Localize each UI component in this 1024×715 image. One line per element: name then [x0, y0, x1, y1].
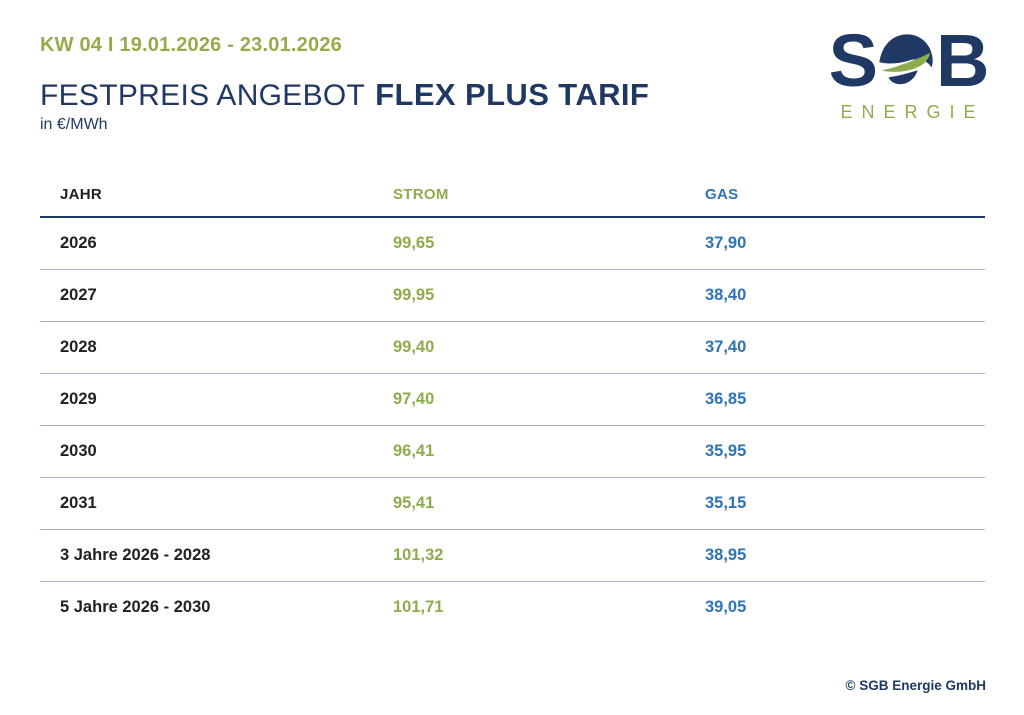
- company-logo: S B ENERGIE: [828, 19, 990, 123]
- cell-gas: 35,95: [705, 441, 747, 460]
- table-row: 2028 99,40 37,40: [40, 321, 985, 373]
- cell-strom: 96,41: [393, 441, 435, 460]
- table-row: 3 Jahre 2026 - 2028 101,32 38,95: [40, 529, 985, 581]
- logo-subtitle: ENERGIE: [840, 102, 985, 122]
- cell-strom: 101,32: [393, 545, 444, 564]
- cell-strom: 99,40: [393, 337, 435, 356]
- cell-strom: 97,40: [393, 389, 435, 408]
- page-title: FESTPREIS ANGEBOT FLEX PLUS TARIF: [40, 76, 649, 113]
- cell-gas: 37,40: [705, 337, 747, 356]
- copyright-label: © SGB Energie GmbH: [845, 678, 986, 693]
- logo-letter-b: B: [935, 19, 989, 102]
- table-row: 2027 99,95 38,40: [40, 269, 985, 321]
- cell-jahr: 2027: [60, 285, 97, 304]
- unit-label: in €/MWh: [40, 116, 108, 133]
- cell-strom: 95,41: [393, 493, 435, 512]
- table-row: 2026 99,65 37,90: [40, 217, 985, 269]
- column-header-gas: GAS: [705, 185, 739, 203]
- column-header-strom: STROM: [393, 185, 449, 203]
- cell-gas: 36,85: [705, 389, 747, 408]
- cell-strom: 101,71: [393, 597, 444, 616]
- cell-jahr: 2029: [60, 389, 97, 408]
- cell-jahr: 2028: [60, 337, 97, 356]
- logo-letter-s: S: [828, 19, 878, 102]
- table-row: 2031 95,41 35,15: [40, 477, 985, 529]
- column-header-jahr: JAHR: [60, 185, 103, 203]
- table-row: 5 Jahre 2026 - 2030 101,71 39,05: [40, 581, 985, 633]
- week-range-label: KW 04 I 19.01.2026 - 23.01.2026: [40, 34, 342, 56]
- cell-jahr: 2026: [60, 233, 97, 252]
- price-table: JAHR STROM GAS 2026 99,65 37,90 2027 99,95 38…: [40, 172, 985, 633]
- cell-gas: 35,15: [705, 493, 747, 512]
- logo-globe-icon: [879, 34, 933, 85]
- cell-jahr: 2031: [60, 493, 97, 512]
- cell-gas: 38,40: [705, 285, 747, 304]
- title-regular-part: FESTPREIS ANGEBOT: [40, 79, 366, 112]
- logo-wordmark: S B: [828, 19, 990, 102]
- cell-gas: 39,05: [705, 597, 747, 616]
- cell-strom: 99,95: [393, 285, 435, 304]
- cell-jahr: 2030: [60, 441, 97, 460]
- cell-gas: 37,90: [705, 233, 747, 252]
- table-header-row: JAHR STROM GAS: [40, 172, 985, 217]
- cell-strom: 99,65: [393, 233, 435, 252]
- title-bold-part: FLEX PLUS TARIF: [375, 77, 650, 112]
- cell-jahr: 5 Jahre 2026 - 2030: [60, 597, 211, 616]
- table-row: 2029 97,40 36,85: [40, 373, 985, 425]
- cell-gas: 38,95: [705, 545, 747, 564]
- cell-jahr: 3 Jahre 2026 - 2028: [60, 545, 211, 564]
- table-row: 2030 96,41 35,95: [40, 425, 985, 477]
